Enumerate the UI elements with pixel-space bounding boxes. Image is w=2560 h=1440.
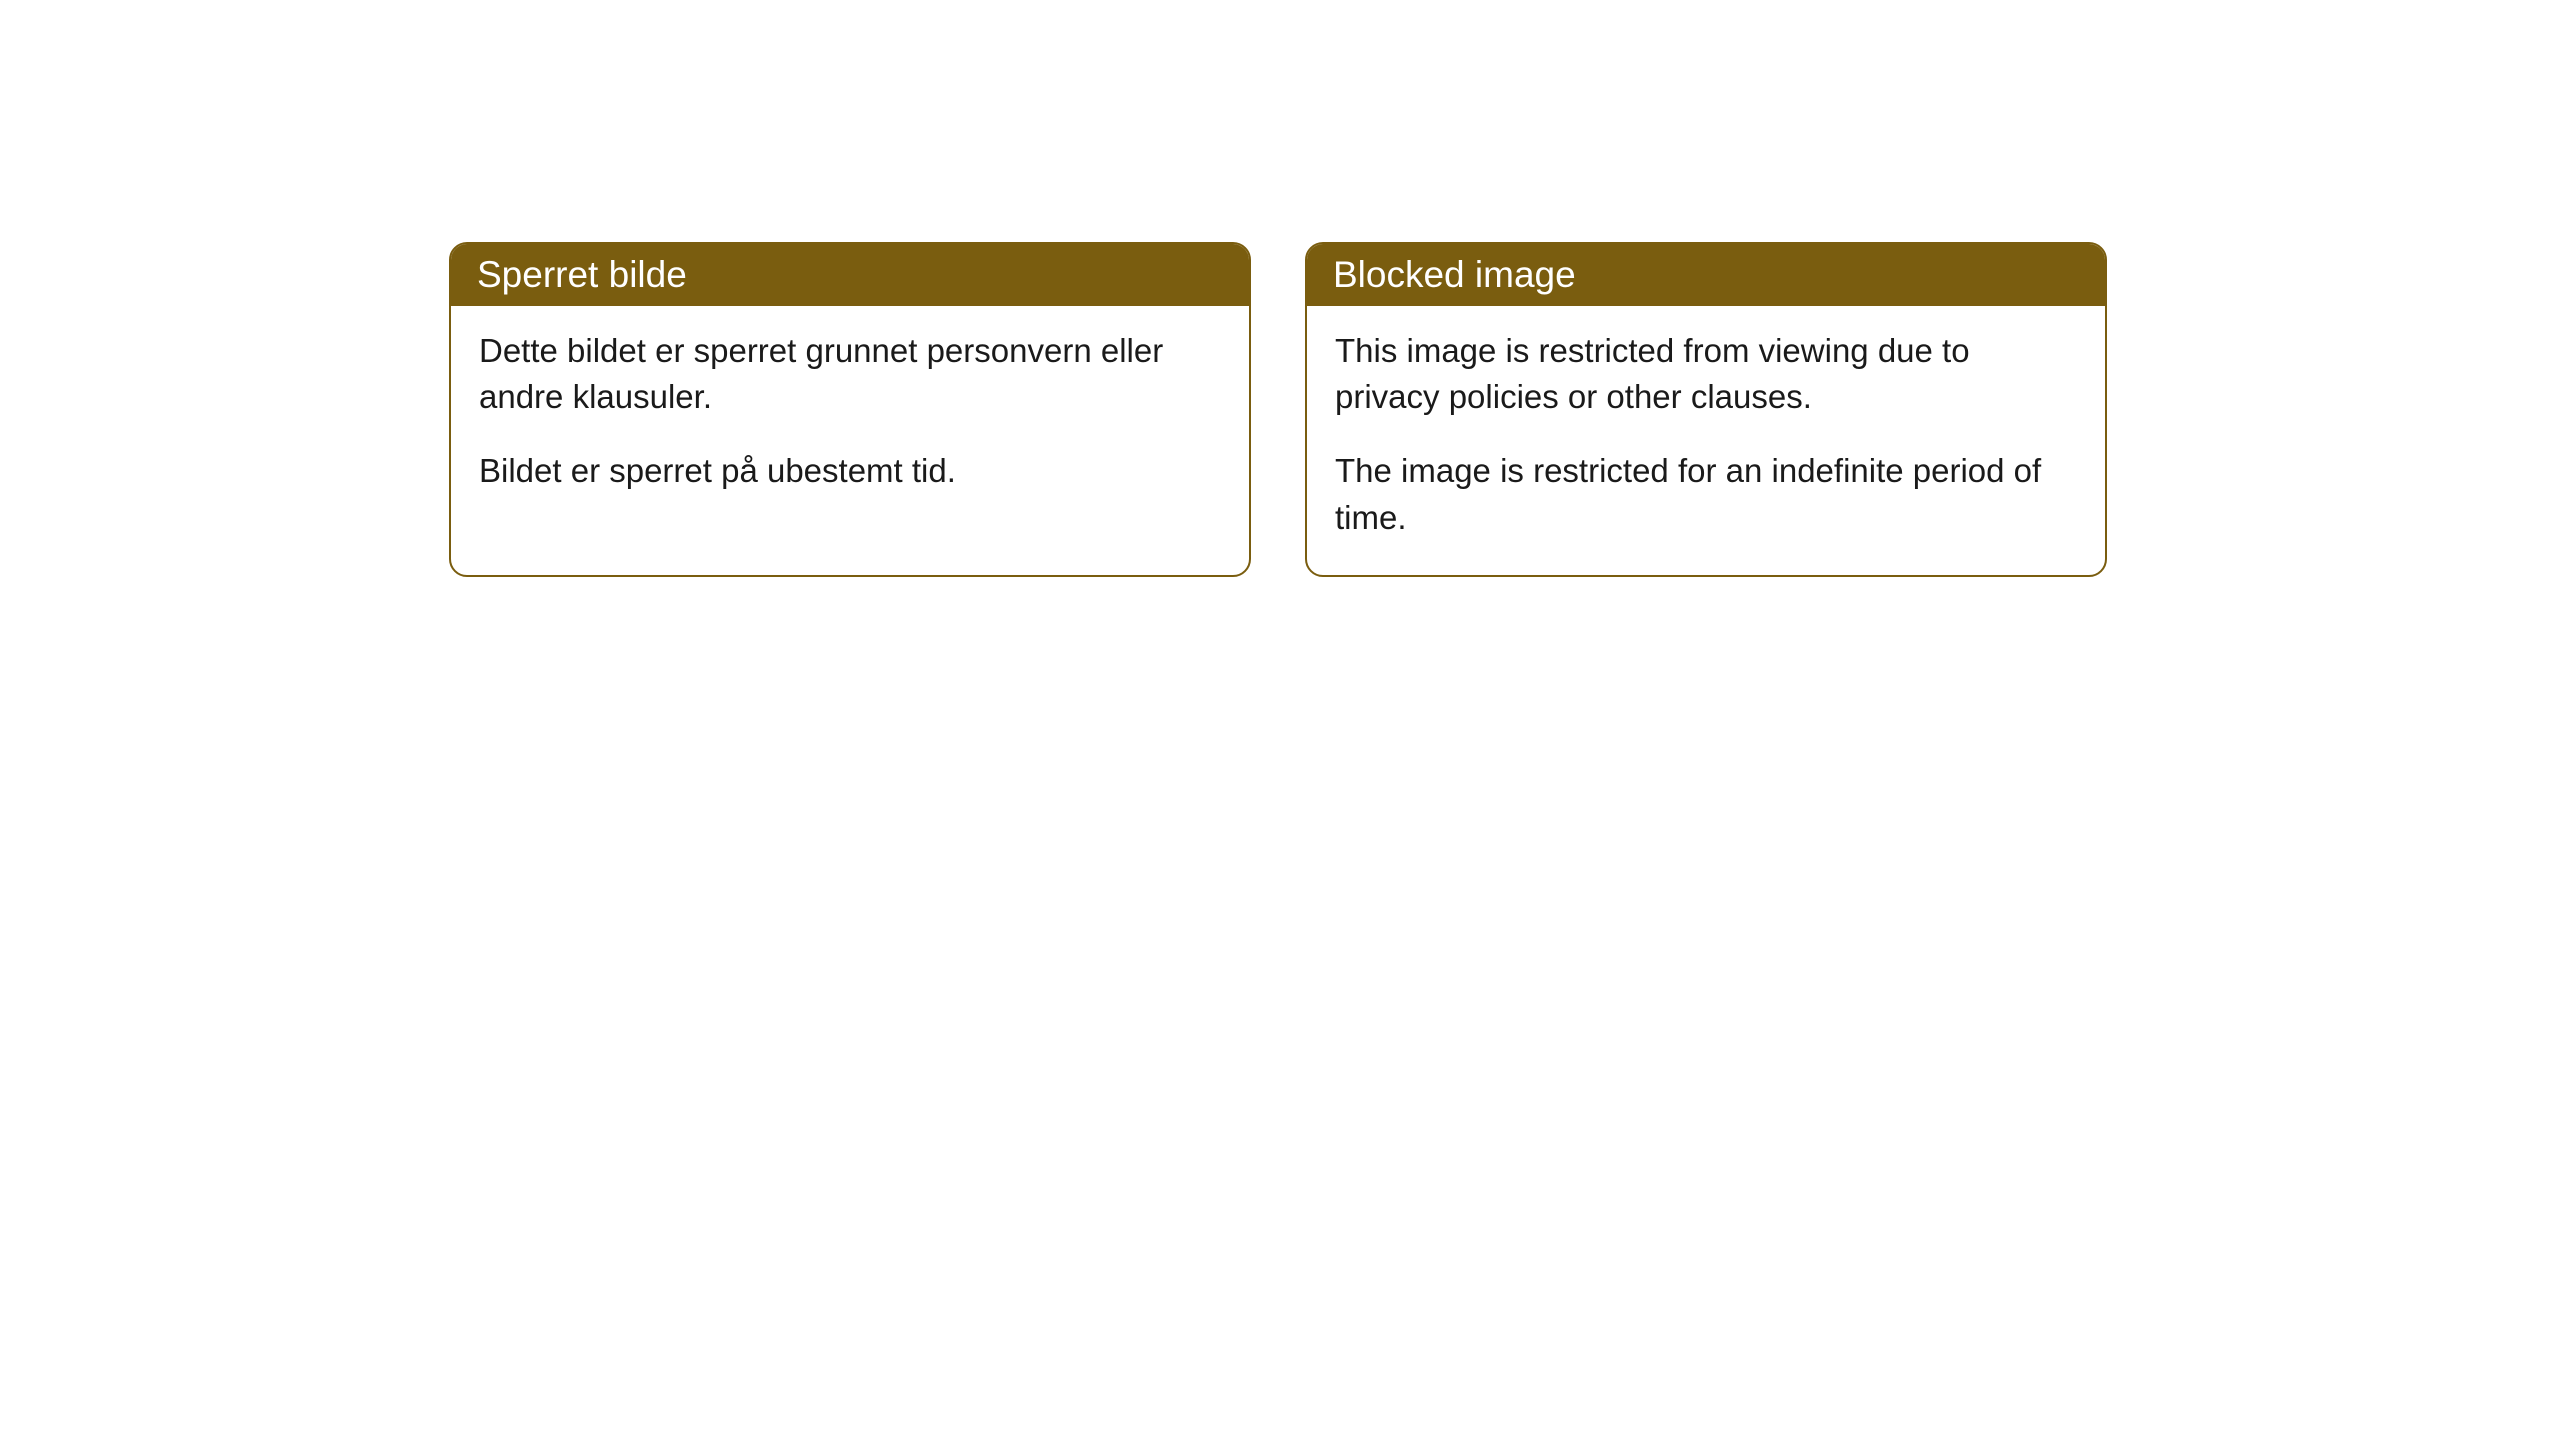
notice-paragraph: This image is restricted from viewing du… — [1335, 328, 2077, 420]
notice-body-norwegian: Dette bildet er sperret grunnet personve… — [451, 306, 1249, 529]
notice-card-english: Blocked image This image is restricted f… — [1305, 242, 2107, 577]
notice-header-english: Blocked image — [1307, 244, 2105, 306]
notice-paragraph: Bildet er sperret på ubestemt tid. — [479, 448, 1221, 494]
notice-body-english: This image is restricted from viewing du… — [1307, 306, 2105, 575]
notice-card-norwegian: Sperret bilde Dette bildet er sperret gr… — [449, 242, 1251, 577]
notice-paragraph: The image is restricted for an indefinit… — [1335, 448, 2077, 540]
notice-header-norwegian: Sperret bilde — [451, 244, 1249, 306]
notice-paragraph: Dette bildet er sperret grunnet personve… — [479, 328, 1221, 420]
notice-container: Sperret bilde Dette bildet er sperret gr… — [449, 242, 2107, 577]
